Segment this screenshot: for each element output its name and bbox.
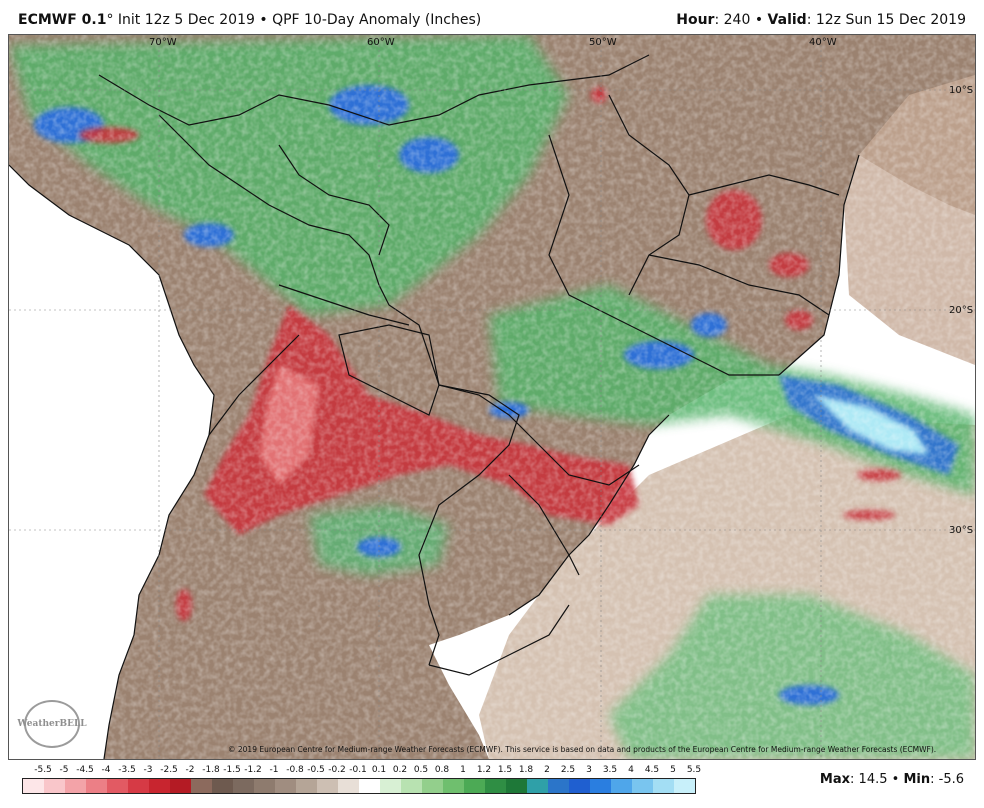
legend-swatch xyxy=(107,779,128,793)
legend-tick-label: 0.1 xyxy=(371,765,387,775)
legend-swatch xyxy=(128,779,149,793)
copyright-notice: © 2019 European Centre for Medium-range … xyxy=(228,745,937,754)
legend-swatch xyxy=(275,779,296,793)
valid-time-title: Hour: 240 • Valid: 12z Sun 15 Dec 2019 xyxy=(676,12,966,28)
bullet-separator-2: • xyxy=(754,12,764,28)
max-min-readout: Max: 14.5 • Min: -5.6 xyxy=(819,772,964,787)
legend-tick-label: -1.2 xyxy=(244,765,262,775)
legend-swatch xyxy=(86,779,107,793)
lon-label-60w: 60°W xyxy=(367,37,395,48)
hour-label: Hour xyxy=(676,12,715,28)
legend-swatch xyxy=(485,779,506,793)
legend-tick-label: -4 xyxy=(101,765,111,775)
legend-swatch xyxy=(23,779,44,793)
legend-swatch xyxy=(569,779,590,793)
legend-tick-label: 5 xyxy=(670,765,676,775)
init-time: Init 12z 5 Dec 2019 xyxy=(117,12,255,28)
map-graphic xyxy=(9,35,975,759)
legend-tick-label: 1.5 xyxy=(497,765,513,775)
model-name: ECMWF 0.1 xyxy=(18,12,107,28)
legend-tick-label: 5.5 xyxy=(686,765,702,775)
legend-tick-label: -5.5 xyxy=(34,765,52,775)
product-title: ECMWF 0.1° Init 12z 5 Dec 2019 • QPF 10-… xyxy=(18,12,481,28)
legend-tick-label: 2 xyxy=(544,765,550,775)
lat-label-30s: 30°S xyxy=(949,525,974,536)
legend-tick-label: 0.8 xyxy=(434,765,450,775)
legend-swatch xyxy=(191,779,212,793)
legend-swatch xyxy=(611,779,632,793)
legend-tick-label: -4.5 xyxy=(76,765,94,775)
valid-label: Valid xyxy=(767,12,807,28)
legend-tick-label: 3.5 xyxy=(602,765,618,775)
legend-swatch xyxy=(506,779,527,793)
legend-tick-label: -3 xyxy=(143,765,153,775)
bullet-separator: • xyxy=(259,12,268,28)
legend-tick-label: 1.8 xyxy=(518,765,534,775)
legend-tick-label: -1 xyxy=(269,765,279,775)
legend-tick-label: -3.5 xyxy=(118,765,136,775)
max-label: Max xyxy=(819,772,851,787)
legend-swatch xyxy=(401,779,422,793)
legend-swatch xyxy=(338,779,359,793)
legend-swatch xyxy=(170,779,191,793)
legend-swatch xyxy=(359,779,380,793)
lon-label-70w: 70°W xyxy=(149,37,177,48)
weatherbell-logo: WeatherBELL xyxy=(17,700,87,748)
legend-swatch xyxy=(233,779,254,793)
lon-label-50w: 50°W xyxy=(589,37,617,48)
legend-swatch xyxy=(44,779,65,793)
legend-tick-label: 2.5 xyxy=(560,765,576,775)
max-min-bullet: • xyxy=(891,772,900,787)
legend-tick-label: -5 xyxy=(59,765,69,775)
legend-tick-label: -0.1 xyxy=(349,765,367,775)
legend-tick-label: -2.5 xyxy=(160,765,178,775)
legend-tick-label: -0.5 xyxy=(307,765,325,775)
legend-tick-label: 0.5 xyxy=(413,765,429,775)
legend-swatch xyxy=(653,779,674,793)
legend-tick-label: 4.5 xyxy=(644,765,660,775)
color-legend xyxy=(22,778,696,794)
legend-tick-label: 1 xyxy=(460,765,466,775)
legend-swatch xyxy=(674,779,695,793)
min-label: Min xyxy=(903,772,931,787)
legend-tick-label: -0.2 xyxy=(328,765,346,775)
legend-tick-label: 0.2 xyxy=(392,765,408,775)
legend-swatch xyxy=(443,779,464,793)
legend-swatch xyxy=(590,779,611,793)
legend-tick-label: -0.8 xyxy=(286,765,304,775)
graticule xyxy=(9,35,975,759)
max-value: 14.5 xyxy=(858,772,888,787)
hour-value: 240 xyxy=(723,12,751,28)
legend-tick-label: -1.5 xyxy=(223,765,241,775)
degree-symbol: ° xyxy=(106,12,114,28)
min-value: -5.6 xyxy=(938,772,964,787)
legend-swatch xyxy=(464,779,485,793)
legend-tick-label: -2 xyxy=(185,765,195,775)
legend-tick-label: 3 xyxy=(586,765,592,775)
legend-swatch xyxy=(527,779,548,793)
legend-swatch xyxy=(632,779,653,793)
legend-swatch xyxy=(149,779,170,793)
anomaly-map: 70°W 60°W 50°W 40°W 10°S 20°S 30°S xyxy=(8,34,976,760)
legend-swatch xyxy=(422,779,443,793)
legend-swatch xyxy=(317,779,338,793)
legend-swatch xyxy=(65,779,86,793)
legend-labels: -5.5 -5 -4.5 -4 -3.5 -3 -2.5 -2 -1.8 -1.5 -1.2 -1 -0… xyxy=(0,765,984,777)
legend-swatch xyxy=(212,779,233,793)
valid-value: 12z Sun 15 Dec 2019 xyxy=(815,12,966,28)
lat-label-10s: 10°S xyxy=(949,85,974,96)
legend-swatch xyxy=(380,779,401,793)
logo-text: WeatherBELL xyxy=(17,719,87,729)
lat-label-20s: 20°S xyxy=(949,305,974,316)
legend-swatch xyxy=(296,779,317,793)
legend-tick-label: -1.8 xyxy=(202,765,220,775)
header: ECMWF 0.1° Init 12z 5 Dec 2019 • QPF 10-… xyxy=(0,0,984,34)
product-name: QPF 10-Day Anomaly (Inches) xyxy=(272,12,482,28)
legend-swatch xyxy=(548,779,569,793)
lon-label-40w: 40°W xyxy=(809,37,837,48)
legend-swatch xyxy=(254,779,275,793)
legend-tick-label: 4 xyxy=(628,765,634,775)
legend-tick-label: 1.2 xyxy=(476,765,492,775)
